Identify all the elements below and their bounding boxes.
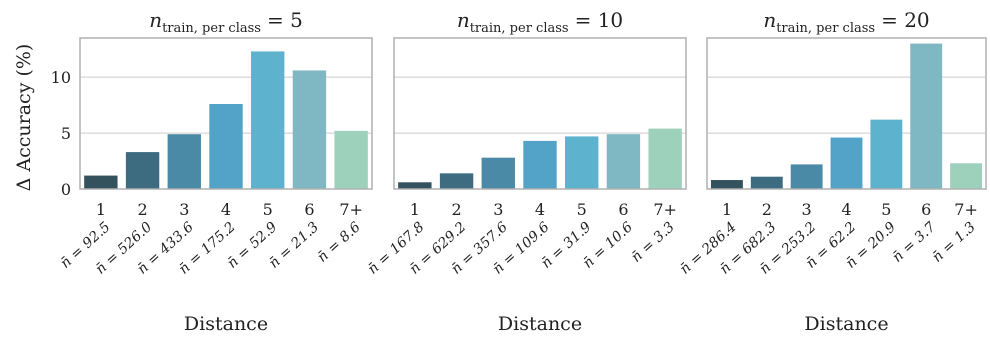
bar-5 bbox=[870, 119, 903, 189]
panel-title-main: n bbox=[149, 8, 162, 32]
bar-4 bbox=[523, 140, 557, 189]
x-tick-label: 2 bbox=[762, 200, 772, 219]
x-tick-label: 1 bbox=[96, 200, 106, 219]
panel-title: ntrain, per class = 10 bbox=[457, 8, 623, 36]
x-tick-label: 5 bbox=[577, 200, 587, 219]
bar-2 bbox=[439, 173, 474, 189]
x-axis-label: Distance bbox=[184, 313, 268, 335]
panel-title: ntrain, per class = 5 bbox=[149, 8, 303, 36]
panel-frame bbox=[79, 37, 373, 190]
panel-title-value: = 10 bbox=[575, 8, 624, 32]
bar-2 bbox=[750, 176, 783, 189]
x-tick-label: 1 bbox=[722, 200, 732, 219]
bar-1 bbox=[398, 182, 432, 189]
panel-title: ntrain, per class = 20 bbox=[763, 8, 929, 36]
x-tick-label: 7+ bbox=[653, 200, 677, 219]
n-bar-label: n̄ = 8.6 bbox=[315, 219, 364, 266]
x-tick-label: 4 bbox=[221, 200, 231, 219]
bar-7+ bbox=[950, 163, 983, 189]
panel-frame bbox=[393, 37, 687, 190]
bar-1 bbox=[710, 180, 743, 189]
panel-3: 1n̄ = 286.42n̄ = 682.33n̄ = 253.24n̄ = 6… bbox=[677, 8, 987, 335]
x-tick-label: 3 bbox=[493, 200, 503, 219]
x-tick-label: 3 bbox=[802, 200, 812, 219]
x-axis-label: Distance bbox=[498, 313, 582, 335]
x-tick-label: 6 bbox=[618, 200, 628, 219]
bar-1 bbox=[84, 175, 118, 189]
x-tick-label: 7+ bbox=[339, 200, 363, 219]
panel-frame bbox=[706, 37, 987, 190]
y-tick-label: 5 bbox=[61, 124, 71, 143]
x-tick-label: 2 bbox=[451, 200, 461, 219]
bar-6 bbox=[910, 43, 943, 190]
x-tick-label: 2 bbox=[137, 200, 147, 219]
bar-3 bbox=[790, 164, 823, 189]
bar-4 bbox=[209, 103, 243, 189]
x-tick-label: 4 bbox=[535, 200, 545, 219]
panel-1: 1n̄ = 92.52n̄ = 526.03n̄ = 433.64n̄ = 17… bbox=[51, 8, 373, 335]
bar-5 bbox=[565, 136, 599, 189]
bar-3 bbox=[167, 134, 201, 189]
panel-title-main: n bbox=[457, 8, 470, 32]
bar-5 bbox=[251, 51, 285, 189]
n-bar-label: n̄ = 3.7 bbox=[890, 219, 939, 266]
x-axis-label: Distance bbox=[804, 313, 888, 335]
panel-title-main: n bbox=[763, 8, 776, 32]
x-tick-label: 7+ bbox=[954, 200, 978, 219]
bar-6 bbox=[606, 134, 641, 189]
x-tick-label: 1 bbox=[410, 200, 420, 219]
x-tick-label: 3 bbox=[179, 200, 189, 219]
y-tick-label: 10 bbox=[51, 68, 71, 87]
bar-6 bbox=[292, 70, 327, 189]
n-bar-label: n̄ = 1.3 bbox=[929, 219, 978, 266]
panel-title-value: = 5 bbox=[267, 8, 303, 32]
panel-title-subscript: train, per class bbox=[776, 21, 875, 36]
panel-title-value: = 20 bbox=[881, 8, 930, 32]
x-tick-label: 6 bbox=[304, 200, 314, 219]
bar-3 bbox=[481, 157, 515, 189]
x-tick-label: 4 bbox=[841, 200, 851, 219]
panel-title-subscript: train, per class bbox=[470, 21, 569, 36]
y-axis-label: Δ Accuracy (%) bbox=[13, 44, 35, 192]
panel-2: 1n̄ = 167.82n̄ = 629.23n̄ = 357.64n̄ = 1… bbox=[365, 8, 687, 335]
bar-7+ bbox=[334, 130, 368, 189]
n-bar-label: n̄ = 3.3 bbox=[629, 219, 678, 266]
x-tick-label: 6 bbox=[921, 200, 931, 219]
y-tick-label: 0 bbox=[61, 180, 71, 199]
panel-title-subscript: train, per class bbox=[162, 21, 261, 36]
x-tick-label: 5 bbox=[263, 200, 273, 219]
bar-4 bbox=[830, 137, 863, 189]
bar-7+ bbox=[648, 128, 682, 189]
bar-2 bbox=[125, 152, 160, 189]
x-tick-label: 5 bbox=[881, 200, 891, 219]
